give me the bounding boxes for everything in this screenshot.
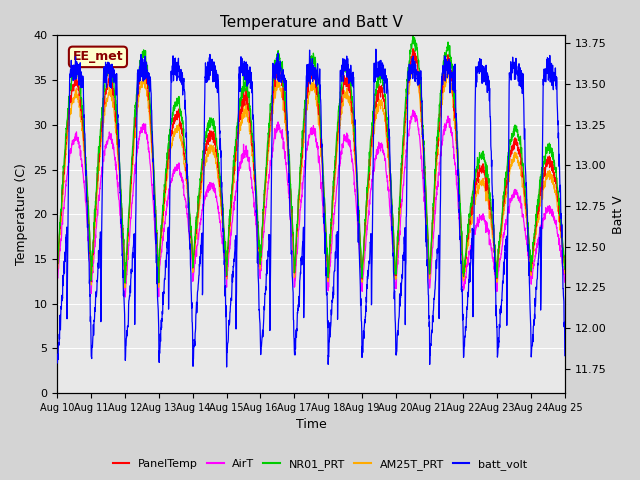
AirT (516, 193, 524, 199)
NR01_PRT (409, 33, 417, 39)
AM25T_PRT (121, 285, 129, 291)
batt_volt (54, 360, 61, 366)
Y-axis label: Temperature (C): Temperature (C) (15, 163, 28, 265)
NR01_PRT (121, 280, 129, 286)
PanelTemp (195, 196, 203, 202)
PanelTemp (337, 106, 344, 111)
AirT (459, 273, 467, 279)
AirT (337, 156, 344, 162)
Line: AM25T_PRT: AM25T_PRT (58, 63, 565, 288)
NR01_PRT (459, 254, 467, 260)
Line: batt_volt: batt_volt (58, 49, 565, 367)
AM25T_PRT (561, 271, 569, 276)
batt_volt (223, 364, 230, 370)
PanelTemp (326, 251, 333, 257)
Y-axis label: Batt V: Batt V (612, 195, 625, 234)
AirT (54, 274, 61, 280)
Text: EE_met: EE_met (72, 50, 124, 63)
PanelTemp (409, 46, 417, 51)
PanelTemp (54, 259, 61, 265)
Legend: PanelTemp, AirT, NR01_PRT, AM25T_PRT, batt_volt: PanelTemp, AirT, NR01_PRT, AM25T_PRT, ba… (108, 455, 532, 474)
Line: PanelTemp: PanelTemp (58, 48, 565, 283)
X-axis label: Time: Time (296, 419, 326, 432)
AirT (409, 107, 417, 113)
AM25T_PRT (54, 264, 61, 270)
AirT (531, 259, 538, 264)
AM25T_PRT (337, 117, 344, 123)
batt_volt (561, 353, 569, 359)
NR01_PRT (326, 249, 333, 255)
batt_volt (531, 312, 538, 317)
AirT (121, 294, 129, 300)
batt_volt (337, 68, 344, 73)
AM25T_PRT (409, 60, 417, 66)
Line: NR01_PRT: NR01_PRT (58, 36, 565, 283)
AM25T_PRT (459, 261, 467, 267)
PanelTemp (155, 280, 163, 286)
AM25T_PRT (516, 158, 524, 164)
NR01_PRT (561, 266, 569, 272)
NR01_PRT (54, 260, 61, 265)
AirT (195, 228, 203, 234)
NR01_PRT (337, 94, 344, 99)
batt_volt (326, 331, 333, 337)
batt_volt (459, 317, 467, 323)
NR01_PRT (531, 231, 538, 237)
AirT (326, 269, 333, 275)
NR01_PRT (516, 133, 524, 139)
Title: Temperature and Batt V: Temperature and Batt V (220, 15, 403, 30)
AM25T_PRT (195, 205, 203, 211)
AirT (561, 279, 569, 285)
AM25T_PRT (531, 242, 538, 248)
Line: AirT: AirT (58, 110, 565, 297)
batt_volt (372, 47, 380, 52)
PanelTemp (459, 255, 467, 261)
batt_volt (195, 273, 203, 278)
NR01_PRT (195, 189, 203, 194)
PanelTemp (531, 236, 538, 241)
PanelTemp (516, 144, 524, 150)
PanelTemp (561, 266, 569, 272)
AM25T_PRT (326, 256, 333, 262)
batt_volt (516, 78, 524, 84)
